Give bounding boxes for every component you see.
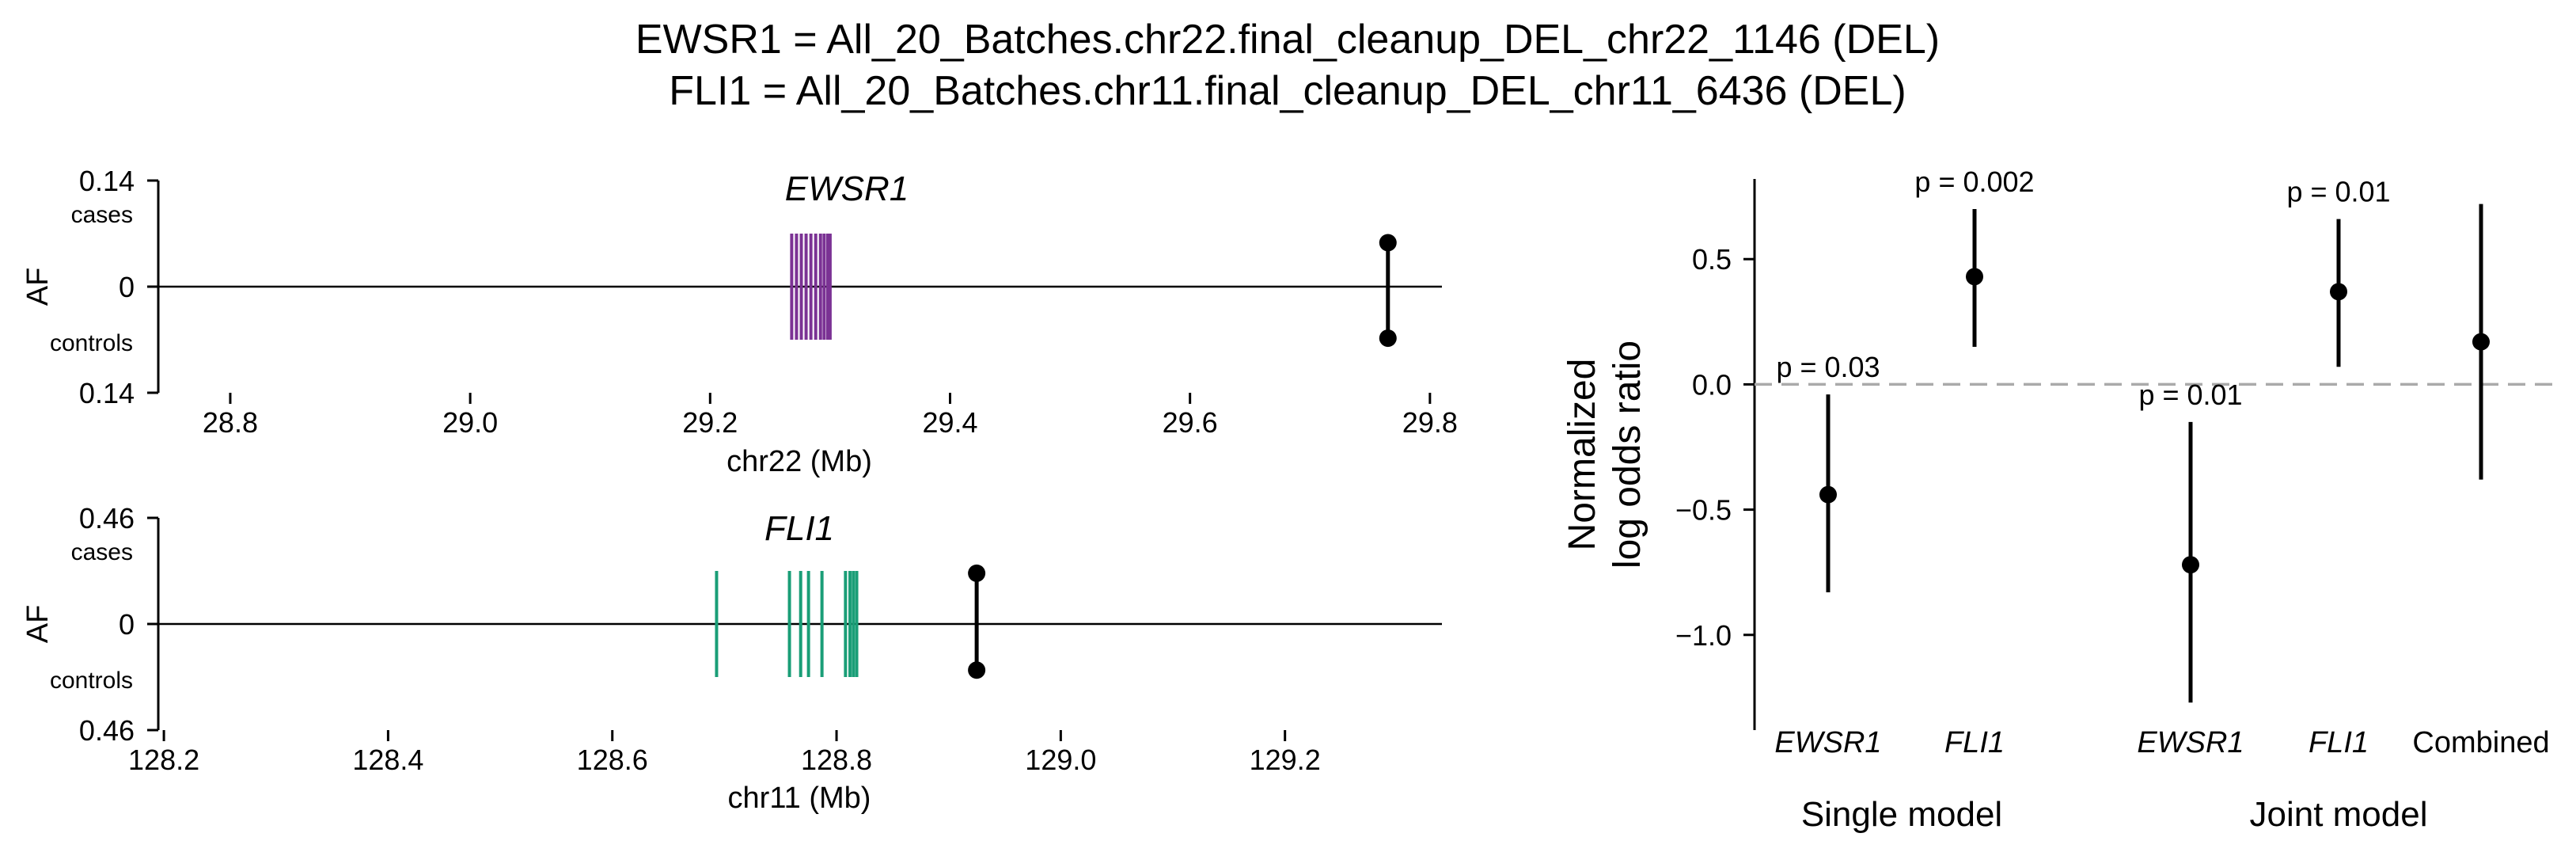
odds-ylabel-line2: log odds ratio <box>1607 340 1648 569</box>
ewsr1-ylabel: AF <box>21 268 55 306</box>
group-label-single: Single model <box>1801 795 2002 834</box>
ewsr1-gene-model <box>790 234 832 340</box>
fli1-ytick-label-bottom: 0.46 <box>79 714 135 747</box>
ewsr1-cases-label: cases <box>71 202 133 228</box>
fli1-xlabel: chr11 (Mb) <box>728 782 871 815</box>
x-tick-label: 128.2 <box>128 744 199 776</box>
figure-title-line2: FLI1 = All_20_Batches.chr11.final_cleanu… <box>669 68 1906 114</box>
fli1-cases-label: cases <box>71 539 133 565</box>
point-category-label: FLI1 <box>1944 726 2005 759</box>
x-tick-label: 28.8 <box>203 406 258 439</box>
estimate-point <box>2182 556 2199 574</box>
variant-controls-point <box>968 661 986 679</box>
fli1-xticks: 128.2 128.4 128.6 128.8 129.0 129.2 <box>128 730 1321 776</box>
estimate-point <box>2472 333 2490 351</box>
ewsr1-controls-label: controls <box>50 330 133 356</box>
x-tick-label: 29.4 <box>922 406 977 439</box>
x-tick-label: 128.4 <box>352 744 423 776</box>
estimate-point <box>1966 268 1983 286</box>
estimate-point <box>2330 283 2347 301</box>
x-tick-label: 129.0 <box>1025 744 1096 776</box>
odds-ylabel-line1: Normalized <box>1561 359 1603 551</box>
fli1-ylabel: AF <box>21 605 55 644</box>
fli1-gene-model <box>715 571 859 677</box>
ewsr1-ytick-label-bottom: 0.14 <box>79 377 135 409</box>
ewsr1-ytick-label-top: 0.14 <box>79 165 135 197</box>
odds-points: EWSR1 p = 0.03 FLI1 p = 0.002 EWSR1 p = 0.01 F… <box>1774 165 2549 759</box>
point-category-label: EWSR1 <box>1774 726 1881 759</box>
variant-cases-point <box>968 564 986 582</box>
y-tick-label: −1.0 <box>1675 619 1732 652</box>
fli1-variant <box>968 564 986 679</box>
p-value-label: p = 0.03 <box>1776 351 1880 383</box>
p-value-label: p = 0.01 <box>2138 379 2242 411</box>
fli1-ytick-label-zero: 0 <box>119 608 135 641</box>
x-tick-label: 128.8 <box>801 744 872 776</box>
fli1-gene-label: FLI1 <box>764 509 834 548</box>
fli1-af-panel: FLI1 0.46 cases 0 controls 0.46 AF 128.2… <box>21 502 1442 815</box>
fli1-controls-label: controls <box>50 668 133 694</box>
x-tick-label: 129.2 <box>1250 744 1321 776</box>
ewsr1-ytick-label-zero: 0 <box>119 271 135 303</box>
point-category-label: EWSR1 <box>2137 726 2244 759</box>
ewsr1-xlabel: chr22 (Mb) <box>727 445 872 478</box>
x-tick-label: 29.6 <box>1163 406 1218 439</box>
estimate-point <box>1819 485 1837 504</box>
fli1-ytick-label-top: 0.46 <box>79 502 135 535</box>
x-tick-label: 128.6 <box>577 744 648 776</box>
x-tick-label: 29.8 <box>1402 406 1458 439</box>
x-tick-label: 29.0 <box>442 406 498 439</box>
ewsr1-variant <box>1379 234 1397 348</box>
p-value-label: p = 0.002 <box>1914 165 2034 198</box>
point-category-label: FLI1 <box>2309 726 2369 759</box>
point-category-label: Combined <box>2412 726 2549 759</box>
y-tick-label: −0.5 <box>1675 494 1732 527</box>
variant-controls-point <box>1379 329 1397 348</box>
ewsr1-gene-label: EWSR1 <box>785 169 909 208</box>
figure-title-line1: EWSR1 = All_20_Batches.chr22.final_clean… <box>635 17 1940 63</box>
y-tick-label: 0.0 <box>1692 368 1732 401</box>
ewsr1-xticks: 28.8 29.0 29.2 29.4 29.6 29.8 <box>203 393 1458 439</box>
odds-yticks: 0.5 0.0 −0.5 −1.0 <box>1675 243 1755 652</box>
odds-ratio-panel: 0.5 0.0 −0.5 −1.0 Normalized log odds ratio… <box>1561 165 2556 834</box>
ewsr1-af-panel: EWSR1 0.14 cases 0 controls 0.14 AF 28.8… <box>21 165 1458 478</box>
variant-cases-point <box>1379 234 1397 252</box>
y-tick-label: 0.5 <box>1692 243 1732 276</box>
p-value-label: p = 0.01 <box>2286 176 2390 208</box>
group-label-joint: Joint model <box>2249 795 2427 834</box>
x-tick-label: 29.2 <box>682 406 738 439</box>
